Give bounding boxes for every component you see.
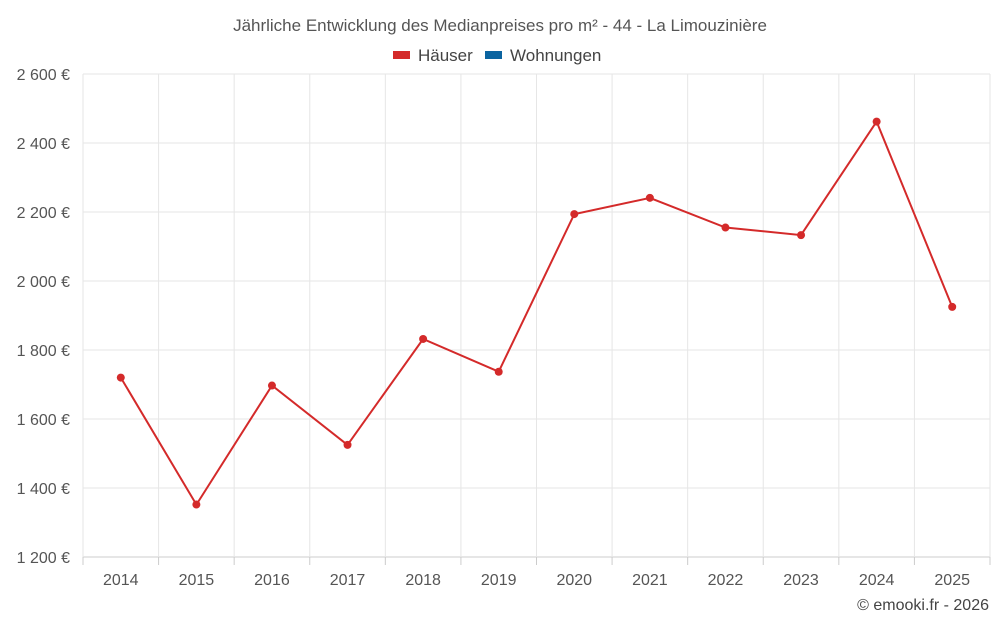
data-point-2023[interactable] — [797, 231, 806, 240]
x-tick-label: 2025 — [934, 572, 970, 589]
y-tick-label: 1 800 € — [17, 343, 70, 360]
x-tick-label: 2017 — [330, 572, 366, 589]
y-axis: 2 600 € 2 400 € 2 200 € 2 000 € 1 800 € 1 600… — [17, 67, 70, 567]
legend-label-wohnungen: Wohnungen — [510, 46, 601, 65]
y-tick-label: 2 400 € — [17, 136, 70, 153]
data-point-2019[interactable] — [494, 367, 503, 376]
y-tick-label: 2 000 € — [17, 274, 70, 291]
legend-item-haeuser[interactable]: Häuser — [393, 46, 473, 65]
legend-item-wohnungen[interactable]: Wohnungen — [485, 46, 601, 65]
credit-text: © emooki.fr - 2026 — [857, 597, 989, 614]
data-point-2020[interactable] — [570, 210, 579, 219]
series-haeuser — [116, 117, 957, 509]
x-tick-label: 2024 — [859, 572, 895, 589]
x-axis: 2014 2015 2016 2017 2018 2019 2020 2021 2022 2023… — [82, 557, 991, 589]
x-tick-label: 2014 — [103, 572, 139, 589]
data-point-2016[interactable] — [267, 381, 276, 390]
y-tick-label: 1 200 € — [17, 550, 70, 567]
series-line-haeuser — [119, 119, 954, 507]
grid — [82, 73, 991, 558]
x-tick-label: 2018 — [405, 572, 441, 589]
chart-title: Jährliche Entwicklung des Medianpreises … — [233, 16, 767, 35]
y-tick-label: 2 200 € — [17, 205, 70, 222]
data-point-2024[interactable] — [872, 117, 881, 126]
data-point-2018[interactable] — [419, 334, 428, 343]
x-tick-label: 2015 — [179, 572, 215, 589]
data-point-2014[interactable] — [116, 373, 125, 382]
y-tick-label: 1 600 € — [17, 412, 70, 429]
x-tick-label: 2023 — [783, 572, 819, 589]
data-point-2022[interactable] — [721, 223, 730, 232]
data-point-2025[interactable] — [948, 302, 957, 311]
data-point-2015[interactable] — [192, 500, 201, 509]
legend-label-haeuser: Häuser — [418, 46, 473, 65]
y-tick-label: 1 400 € — [17, 481, 70, 498]
x-tick-label: 2021 — [632, 572, 668, 589]
x-tick-label: 2020 — [556, 572, 592, 589]
x-tick-label: 2016 — [254, 572, 290, 589]
legend-swatch-haeuser — [393, 51, 410, 59]
y-tick-label: 2 600 € — [17, 67, 70, 84]
data-point-2017[interactable] — [343, 440, 352, 449]
legend-swatch-wohnungen — [485, 51, 502, 59]
legend: Häuser Wohnungen — [393, 46, 601, 65]
x-tick-label: 2019 — [481, 572, 517, 589]
data-point-2021[interactable] — [645, 193, 654, 202]
x-tick-label: 2022 — [708, 572, 744, 589]
